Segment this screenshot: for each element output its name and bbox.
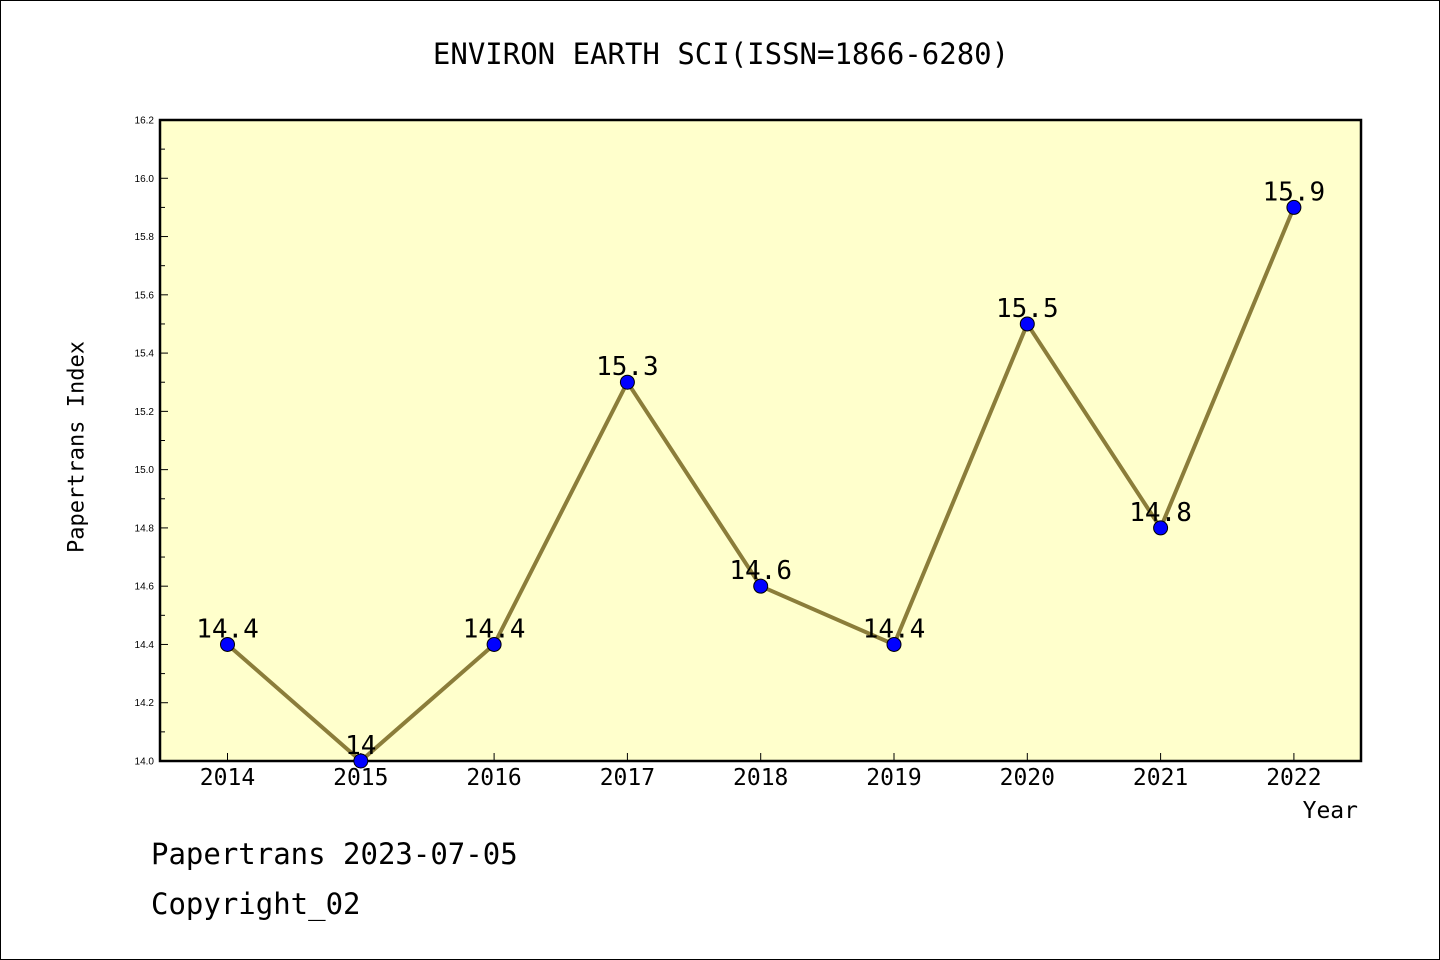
data-point — [1286, 199, 1302, 215]
y-tick-label: 15.8 — [135, 232, 155, 243]
chart-title: ENVIRON EARTH SCI(ISSN=1866-6280) — [432, 37, 1010, 71]
data-label: 15.9 — [1263, 177, 1326, 207]
x-tick-label: 2018 — [733, 765, 788, 791]
y-tick-label: 14.2 — [135, 698, 155, 709]
data-label: 14.4 — [196, 614, 259, 644]
data-point — [753, 578, 769, 594]
x-tick-label: 2022 — [1266, 765, 1321, 791]
footer-copyright-text: Copyright_02 — [151, 887, 361, 921]
data-label: 14.4 — [463, 614, 526, 644]
y-tick-label: 14.8 — [135, 523, 155, 534]
data-point — [1153, 520, 1169, 536]
x-tick-label: 2014 — [200, 765, 255, 791]
y-tick-label: 16.0 — [135, 174, 155, 185]
x-axis-label: Year — [1302, 798, 1358, 824]
data-point — [353, 753, 369, 769]
y-tick-label: 15.6 — [135, 290, 155, 301]
x-tick-label: 2021 — [1133, 765, 1188, 791]
data-label: 14.8 — [1129, 498, 1192, 528]
data-point — [486, 636, 502, 652]
x-tick-label: 2016 — [466, 765, 521, 791]
data-point — [619, 374, 635, 390]
y-tick-label: 14.4 — [135, 640, 155, 651]
data-label: 15.5 — [996, 294, 1059, 324]
x-tick-label: 2017 — [600, 765, 655, 791]
data-label: 15.3 — [596, 352, 659, 382]
y-tick-label: 14.0 — [135, 757, 155, 768]
data-point — [1019, 316, 1035, 332]
data-label: 14 — [345, 731, 376, 761]
plot-border — [158, 118, 1363, 763]
y-tick-label: 16.2 — [135, 116, 155, 127]
plot-area — [160, 120, 1361, 761]
y-tick-label: 15.2 — [135, 407, 155, 418]
data-label: 14.4 — [863, 614, 926, 644]
x-tick-label: 2019 — [866, 765, 921, 791]
data-point — [886, 636, 902, 652]
x-tick-label: 2015 — [333, 765, 388, 791]
y-tick-label: 15.0 — [135, 465, 155, 476]
footer-date-text: Papertrans 2023-07-05 — [151, 837, 518, 871]
data-point — [220, 636, 235, 652]
x-tick-label: 2020 — [1000, 765, 1055, 791]
y-tick-label: 14.6 — [135, 582, 155, 593]
data-label: 14.6 — [729, 556, 792, 586]
y-tick-label: 15.4 — [135, 349, 155, 360]
